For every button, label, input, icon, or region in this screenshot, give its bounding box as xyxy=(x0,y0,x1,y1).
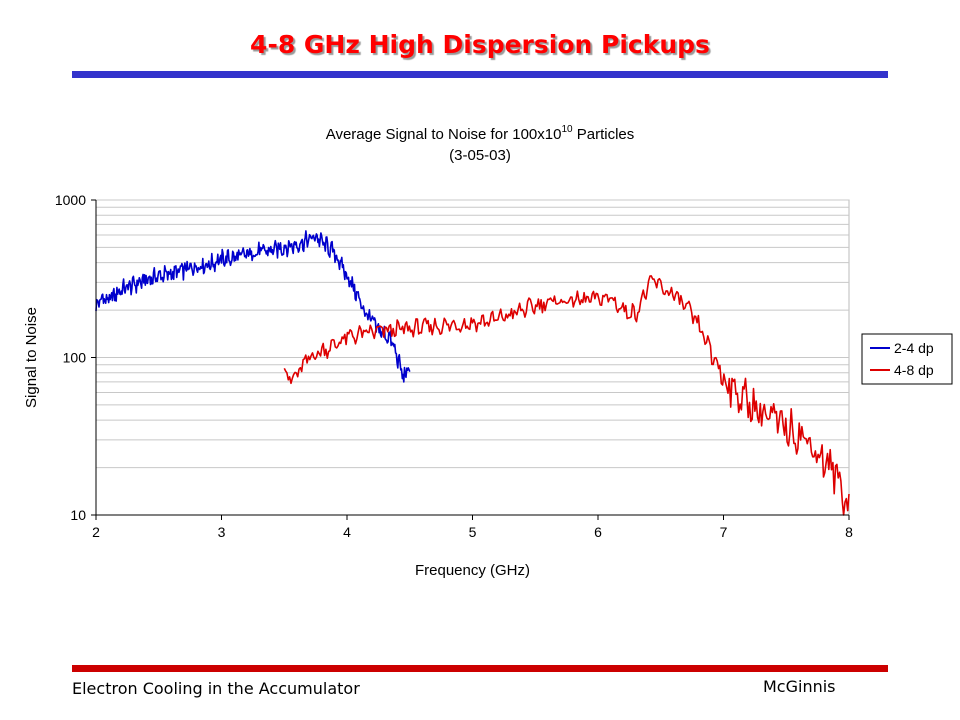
series-layer xyxy=(95,230,850,516)
y-tick-label: 10 xyxy=(70,507,86,523)
chart-title: Average Signal to Noise for 100x1010 Par… xyxy=(326,124,635,164)
chart-title-sup: 10 xyxy=(561,124,573,135)
series-line-2-4 dp xyxy=(95,230,411,383)
bottom-rule xyxy=(72,665,888,672)
x-tick-label: 2 xyxy=(92,524,100,540)
legend-box xyxy=(861,333,953,385)
legend-label: 2-4 dp xyxy=(894,340,934,356)
y-axis-label: Signal to Noise xyxy=(23,307,40,408)
chart-title-main: Average Signal to Noise for 100x10 xyxy=(326,126,562,143)
top-rule xyxy=(72,71,888,78)
axes: 2 3 4 5 6 7 8 10 100 1000 xyxy=(55,192,853,540)
x-axis-label: Frequency (GHz) xyxy=(415,562,530,579)
chart-subtitle: (3-05-03) xyxy=(449,147,511,164)
y-tick-label: 1000 xyxy=(55,192,86,208)
y-tick-label: 100 xyxy=(63,350,87,366)
grid-lines xyxy=(96,199,849,516)
footer-left: Electron Cooling in the Accumulator xyxy=(72,679,360,698)
footer-right: McGinnis xyxy=(763,677,836,696)
legend-label: 4-8 dp xyxy=(894,362,934,378)
x-tick-label: 6 xyxy=(594,524,602,540)
legend: 2-4 dp 4-8 dp xyxy=(861,333,953,385)
slide-title: 4-8 GHz High Dispersion Pickups xyxy=(250,30,710,59)
x-tick-label: 7 xyxy=(720,524,728,540)
chart-title-tail: Particles xyxy=(573,126,635,143)
x-tick-label: 5 xyxy=(469,524,477,540)
x-tick-label: 3 xyxy=(218,524,226,540)
svg-text:Average Signal to Noise for 10: Average Signal to Noise for 100x1010 Par… xyxy=(326,124,635,143)
x-tick-label: 4 xyxy=(343,524,351,540)
x-tick-label: 8 xyxy=(845,524,853,540)
series-line-4-8 dp xyxy=(283,275,850,516)
